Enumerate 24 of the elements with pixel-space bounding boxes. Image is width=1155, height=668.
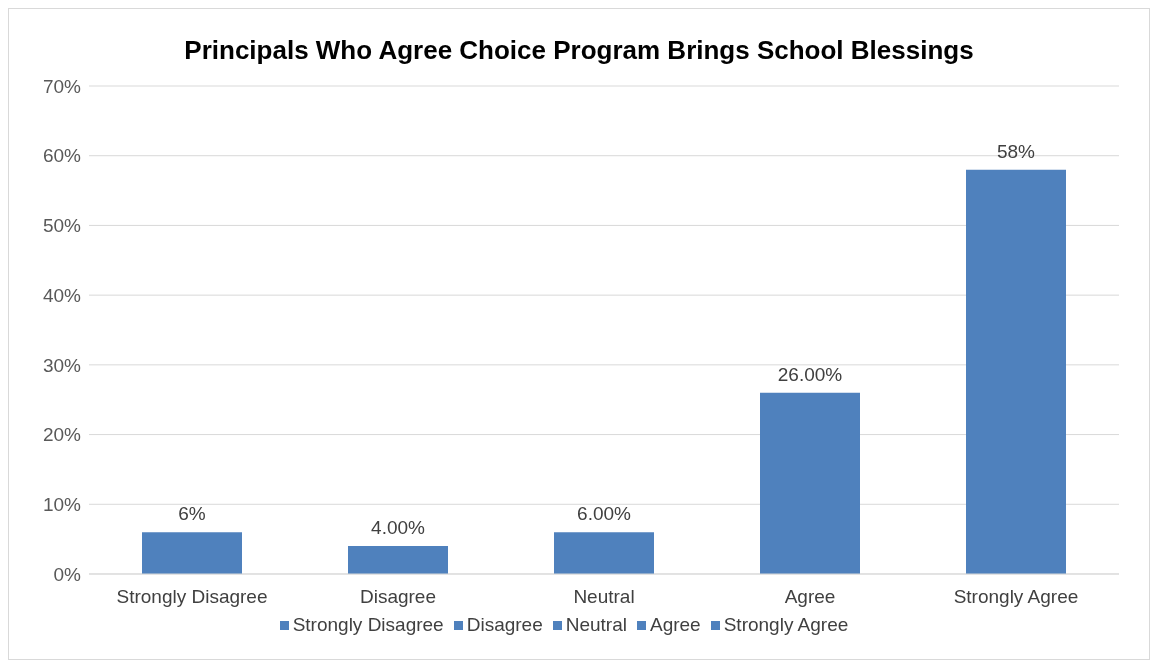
data-label: 26.00%: [777, 363, 843, 385]
data-label: 6.00%: [577, 503, 632, 525]
x-tick-label: Neutral: [573, 586, 635, 608]
data-label: 4.00%: [371, 517, 426, 539]
legend-label: Strongly Disagree: [292, 614, 444, 635]
y-tick-label: 0%: [53, 563, 82, 585]
y-tick-label: 40%: [42, 284, 82, 306]
y-tick-label: 60%: [42, 145, 82, 167]
x-tick-label: Disagree: [359, 586, 437, 608]
legend-label: Neutral: [565, 614, 627, 635]
chart-title: Principals Who Agree Choice Program Brings School Blessings: [183, 35, 975, 66]
x-tick-label: Strongly Disagree: [116, 586, 268, 608]
x-tick-label: Agree: [784, 586, 836, 608]
y-tick-label: 50%: [42, 215, 82, 237]
data-label: 6%: [178, 503, 206, 525]
legend-label: Agree: [649, 614, 701, 635]
y-tick-label: 30%: [42, 354, 82, 376]
y-tick-label: 20%: [42, 424, 82, 446]
x-tick-label: Strongly Agree: [953, 586, 1079, 608]
y-tick-label: 70%: [42, 75, 82, 97]
legend-label: Disagree: [466, 614, 543, 635]
legend-label: Strongly Agree: [723, 614, 849, 635]
data-label: 58%: [996, 140, 1036, 162]
y-tick-label: 10%: [42, 494, 82, 516]
